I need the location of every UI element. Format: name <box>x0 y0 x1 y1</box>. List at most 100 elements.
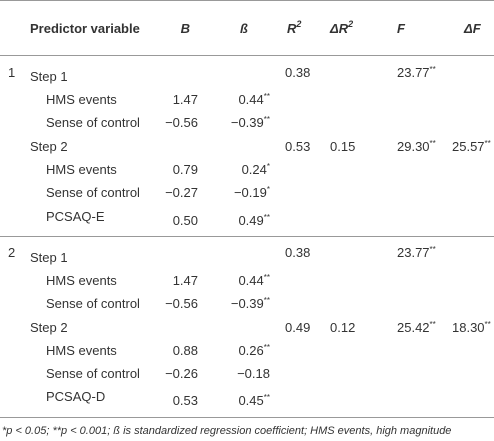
header-cell: ß <box>200 0 272 56</box>
table-cell <box>380 204 445 236</box>
table-cell <box>0 88 28 111</box>
table-cell: 18.30** <box>452 319 491 335</box>
table-cell <box>160 235 200 269</box>
table-cell: −0.26 <box>165 366 198 382</box>
table-cell: 0.15 <box>330 138 356 154</box>
table-cell <box>445 204 494 236</box>
table-cell: 0.44** <box>238 272 270 288</box>
header-cell: F <box>380 0 445 56</box>
table-cell <box>0 385 28 418</box>
table-cell: 0.38 <box>272 235 320 269</box>
table-cell: 1 <box>8 64 16 80</box>
table-cell <box>320 235 380 269</box>
header-cell: ΔF <box>445 0 494 56</box>
section: 1 Step 1 0.38 23.77** HMS events 1.47 0.44** Se… <box>0 56 494 237</box>
table-cell: 1.47 <box>172 92 198 108</box>
table-cell <box>0 111 28 134</box>
table-cell <box>380 111 445 134</box>
table-cell <box>0 135 28 158</box>
table-cell: Step 1 <box>28 235 160 269</box>
significance: * <box>266 162 270 172</box>
table-cell <box>320 339 380 362</box>
significance: ** <box>263 296 270 306</box>
table-cell <box>380 158 445 181</box>
header-cell: B <box>160 0 200 56</box>
table-row: PCSAQ-D 0.53 0.45** <box>0 385 494 418</box>
significance: ** <box>484 319 491 329</box>
table-cell: HMS events <box>46 272 117 288</box>
table-cell <box>272 292 320 315</box>
table-cell: 0.79 <box>172 162 198 178</box>
table-cell <box>0 315 28 338</box>
table-cell <box>0 204 28 236</box>
header-text: B <box>180 20 190 36</box>
significance: ** <box>484 138 491 148</box>
table-cell <box>380 339 445 362</box>
table-cell <box>200 135 272 158</box>
table-cell <box>272 158 320 181</box>
table-cell <box>272 204 320 236</box>
table-cell <box>200 235 272 269</box>
table-cell <box>0 339 28 362</box>
table-cell: Step 1 <box>30 69 68 84</box>
footnote: *p < 0.05; **p < 0.001; ß is standardize… <box>2 424 452 441</box>
table-cell <box>0 158 28 181</box>
table-row: HMS events 0.88 0.26** <box>0 339 494 362</box>
header-text: ΔR2 <box>330 18 354 36</box>
table-cell: 0.24* <box>241 162 270 178</box>
table-cell <box>320 269 380 292</box>
table-cell <box>160 315 200 338</box>
header-cell: Predictor variable <box>28 0 160 56</box>
table-row: HMS events 1.47 0.44** <box>0 88 494 111</box>
table-cell <box>380 362 445 385</box>
table-cell <box>320 88 380 111</box>
table-row: HMS events 1.47 0.44** <box>0 269 494 292</box>
significance: ** <box>263 92 270 102</box>
table-cell: Step 2 <box>30 138 68 154</box>
table-cell <box>380 181 445 204</box>
table-cell: 0.53 <box>160 385 200 418</box>
table-cell: Sense of control <box>46 185 140 201</box>
table-row: Sense of control −0.56 −0.39** <box>0 111 494 134</box>
significance: ** <box>429 138 436 148</box>
table-cell <box>445 292 494 315</box>
table-cell <box>320 181 380 204</box>
significance: ** <box>429 64 436 74</box>
table-cell: Sense of control <box>46 366 140 382</box>
table-cell: 2 <box>0 235 28 269</box>
table-cell: 0.12 <box>330 319 356 335</box>
table-row: 2 Step 1 0.38 23.77** <box>0 235 494 269</box>
table-cell: HMS events <box>46 92 117 108</box>
table-cell: 1.47 <box>172 272 198 288</box>
table-cell: 0.49 <box>285 319 311 335</box>
table-cell: Step 2 <box>30 319 68 335</box>
table-cell <box>445 88 494 111</box>
table-cell <box>0 292 28 315</box>
section: 2 Step 1 0.38 23.77** HMS events 1.47 0.44** Se… <box>0 235 494 418</box>
table-cell: 23.77** <box>397 64 436 80</box>
table-row: HMS events 0.79 0.24* <box>0 158 494 181</box>
table-row: Step 2 0.53 0.15 29.30** 25.57** <box>0 135 494 158</box>
table-cell <box>272 269 320 292</box>
table-cell <box>272 362 320 385</box>
table-cell <box>445 339 494 362</box>
table-cell <box>380 88 445 111</box>
table-cell: Sense of control <box>46 296 140 312</box>
table-cell: −0.18 <box>237 366 270 382</box>
table-cell: 29.30** <box>397 138 436 154</box>
table-cell: 0.26** <box>238 342 270 358</box>
table-cell <box>320 56 380 89</box>
table-cell: −0.19* <box>233 185 270 201</box>
table-cell <box>200 56 272 89</box>
significance: ** <box>263 393 270 403</box>
table-cell <box>0 269 28 292</box>
table-cell: 0.53 <box>285 138 311 154</box>
table-cell: −0.27 <box>165 185 198 201</box>
table-cell: 25.57** <box>452 138 491 154</box>
table-cell <box>160 135 200 158</box>
significance: ** <box>263 342 270 352</box>
table-cell: 0.50 <box>172 212 198 228</box>
table-cell <box>380 292 445 315</box>
table-cell <box>445 111 494 134</box>
